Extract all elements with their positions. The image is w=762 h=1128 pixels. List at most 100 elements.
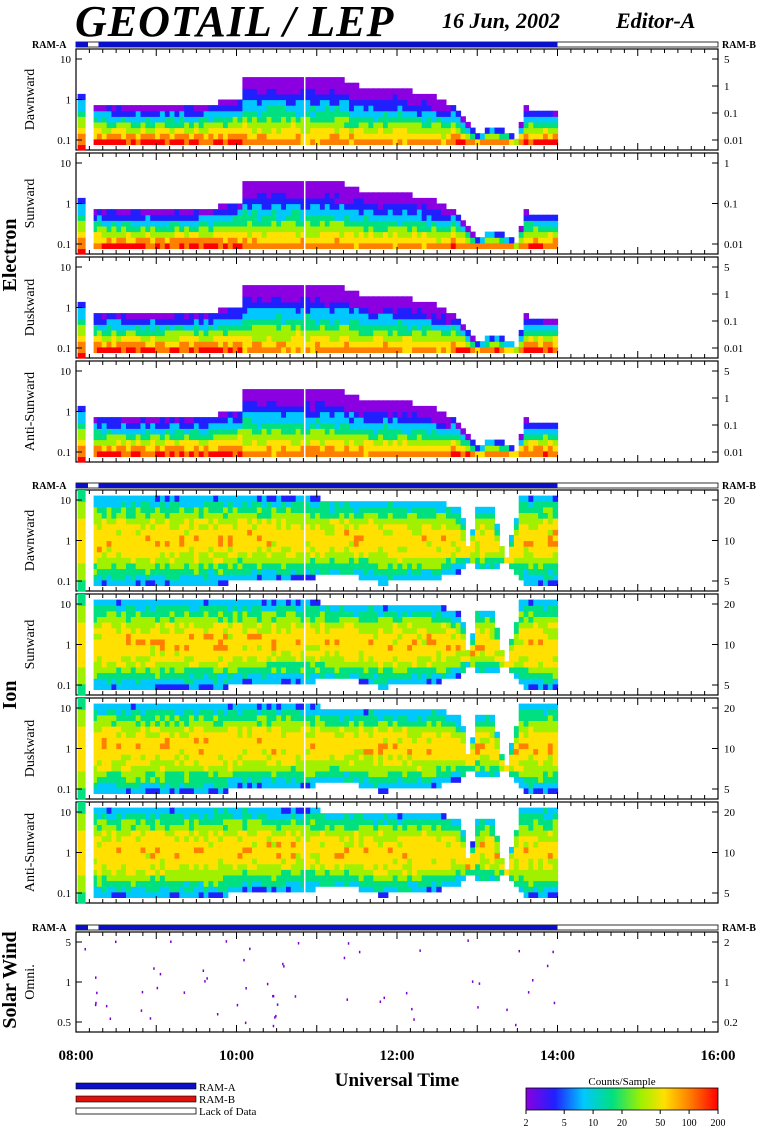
- data-point: [272, 995, 275, 998]
- y-tick-label: 0.1: [57, 576, 71, 588]
- date-label: 16 Jun, 2002: [442, 8, 560, 33]
- data-point: [243, 958, 245, 962]
- data-point: [96, 991, 98, 995]
- y-tick-label: 0.1: [57, 135, 71, 147]
- y-tick-label: 0.1: [57, 239, 71, 251]
- data-point: [140, 1009, 143, 1012]
- data-point: [206, 977, 208, 980]
- panel-ylabel: Duskward: [23, 720, 38, 778]
- y-tick-label: 1: [66, 977, 72, 989]
- data-point: [411, 1007, 413, 1011]
- colorbar-tick-label: 10: [588, 1118, 598, 1128]
- y-tick-label: 1: [66, 744, 72, 756]
- data-point: [274, 1016, 276, 1019]
- y-tick-label: 1: [66, 199, 72, 211]
- mode-label-ram-b: RAM-B: [722, 481, 756, 492]
- panel-ylabel: Sunward: [23, 620, 38, 670]
- y-tick-label: 5: [66, 937, 72, 949]
- colorbar-tick-label: 5: [562, 1118, 567, 1128]
- legend-swatch-ram-b: [75, 1095, 197, 1103]
- data-point: [478, 982, 481, 985]
- colorbar: [525, 1087, 719, 1111]
- data-point: [204, 980, 206, 983]
- x-tick-label: 08:00: [59, 1048, 94, 1064]
- y-tick-label: 5: [724, 576, 730, 588]
- y-tick-label: 1: [724, 393, 730, 405]
- data-point: [297, 942, 300, 945]
- legend-swatch-ram-a: [75, 1082, 197, 1090]
- data-point: [527, 991, 530, 994]
- page-title: GEOTAIL / LEP: [75, 0, 395, 46]
- data-point: [141, 990, 144, 994]
- data-point: [94, 1003, 97, 1007]
- y-tick-label: 0.1: [724, 316, 738, 328]
- data-point: [283, 965, 285, 968]
- data-point: [276, 1003, 279, 1006]
- data-point: [115, 940, 117, 944]
- panel-ylabel: Dawnward: [23, 510, 38, 571]
- panel-5: [75, 489, 719, 592]
- panel-ylabel: Sunward: [23, 179, 38, 229]
- legend-label-lack: Lack of Data: [199, 1106, 257, 1118]
- y-tick-label: 0.1: [724, 199, 738, 211]
- panel-ylabel: Omni.: [23, 964, 38, 999]
- y-tick-label: 1: [724, 977, 730, 989]
- panel-6: [75, 593, 719, 696]
- y-tick-label: 0.1: [57, 680, 71, 692]
- y-tick-label: 5: [724, 366, 730, 378]
- data-point: [419, 949, 421, 952]
- y-tick-label: 1: [66, 640, 72, 652]
- data-point: [515, 1023, 517, 1027]
- y-tick-label: 5: [724, 888, 730, 900]
- panel-ylabel: Anti-Sunward: [23, 813, 38, 892]
- legend-label-ram-a: RAM-A: [199, 1082, 236, 1094]
- y-tick-label: 10: [724, 640, 736, 652]
- data-point: [216, 1013, 219, 1016]
- data-point: [266, 982, 269, 986]
- y-tick-label: 0.01: [724, 135, 743, 147]
- y-tick-label: 20: [724, 703, 736, 715]
- mode-label-ram-a: RAM-A: [32, 481, 67, 492]
- legend-label-ram-b: RAM-B: [199, 1094, 235, 1106]
- y-tick-label: 1: [66, 848, 72, 860]
- data-point: [156, 986, 159, 990]
- y-tick-label: 0.1: [57, 784, 71, 796]
- y-tick-label: 20: [724, 495, 736, 507]
- panel-3: [75, 256, 719, 359]
- y-tick-label: 1: [66, 95, 72, 107]
- panel-9: [75, 931, 719, 1033]
- y-tick-label: 0.5: [57, 1017, 71, 1029]
- group-label-electron: Electron: [0, 219, 21, 292]
- data-point: [346, 998, 348, 1001]
- data-point: [249, 947, 251, 951]
- y-tick-label: 10: [60, 54, 72, 66]
- data-point: [413, 1018, 415, 1021]
- y-tick-label: 1: [66, 407, 72, 419]
- x-tick-label: 14:00: [540, 1048, 575, 1064]
- data-point: [553, 1001, 556, 1005]
- y-tick-label: 1: [66, 536, 72, 548]
- colorbar-tick-label: 2: [524, 1118, 529, 1128]
- y-tick-label: 10: [724, 848, 736, 860]
- y-tick-label: 5: [724, 784, 730, 796]
- panel-ylabel: Dawnward: [23, 69, 38, 130]
- panel-ylabel: Anti-Sunward: [23, 372, 38, 451]
- data-point: [95, 976, 97, 979]
- mode-bar: RAM-A RAM-B: [32, 40, 756, 51]
- y-tick-label: 2: [724, 937, 730, 949]
- y-tick-label: 10: [60, 495, 72, 507]
- data-point: [225, 940, 228, 943]
- panel-1: [75, 48, 719, 151]
- y-tick-label: 0.01: [724, 343, 743, 355]
- data-point: [95, 1001, 97, 1005]
- panel-2: [75, 152, 719, 255]
- y-tick-label: 1: [724, 289, 730, 301]
- data-point: [294, 995, 297, 998]
- data-point: [518, 949, 520, 953]
- colorbar-tick-label: 50: [655, 1118, 665, 1128]
- y-tick-label: 0.1: [724, 420, 738, 432]
- data-point: [383, 996, 385, 1000]
- y-tick-label: 0.1: [57, 343, 71, 355]
- data-point: [471, 980, 474, 983]
